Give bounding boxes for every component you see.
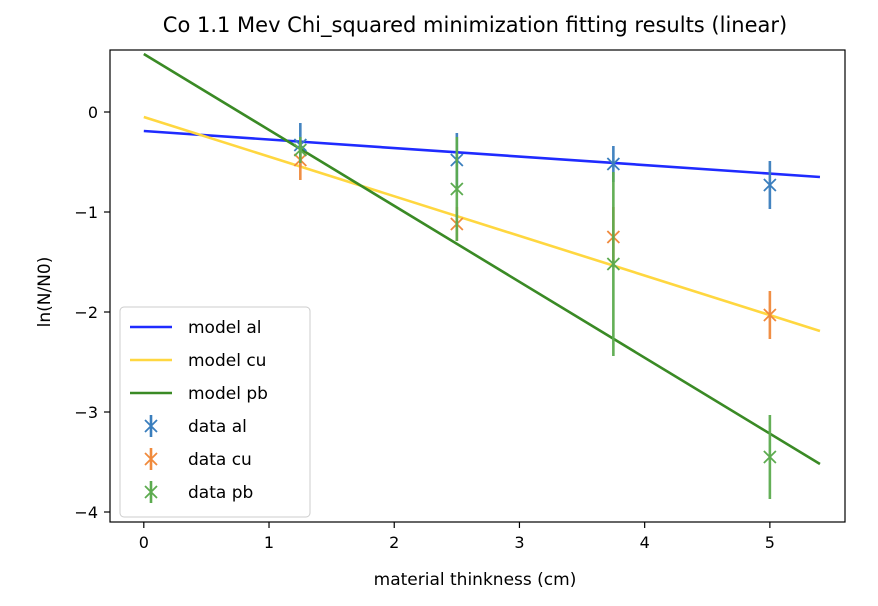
point-data-al [763,178,777,192]
legend-label: model al [188,318,261,338]
marker-stroke [450,182,464,196]
x-tick-label: 4 [640,533,650,552]
point-data-pb [450,182,464,196]
legend: model al model cu model pb data al data cu da… [119,306,311,518]
legend-label: data al [188,417,247,437]
x-tick-label: 0 [139,533,149,552]
point-data-al [606,157,620,171]
marker-stroke [763,450,777,464]
x-tick-label: 3 [514,533,524,552]
axes: 0 1 2 3 4 5 0 −1 −2 −3 −4 [74,103,775,552]
legend-marker-stroke [144,452,158,466]
legend-marker-stroke [144,419,158,433]
point-data-cu [763,308,777,322]
legend-label: model pb [188,384,268,404]
y-tick-label: −2 [74,303,98,322]
marker-stroke [606,257,620,271]
point-data-pb [606,257,620,271]
x-axis-label: material thinkness (cm) [374,570,577,590]
legend-marker-stroke [144,485,158,499]
x-tick-label: 2 [389,533,399,552]
marker-stroke [763,178,777,192]
model-line-model-al [143,129,821,179]
model-line-model-pb [143,52,821,466]
point-data-pb [293,143,307,157]
marker-stroke [293,143,307,157]
y-tick-label: −1 [74,203,98,222]
y-tick-label: −4 [74,503,98,522]
plot-frame [109,49,846,523]
marker-stroke [606,157,620,171]
legend-label: data pb [188,483,253,503]
legend-label: data cu [188,450,252,470]
plot-marks [143,52,821,499]
model-line-model-cu [143,115,821,333]
x-tick-label: 5 [765,533,775,552]
y-axis-label: ln(N/N0) [35,257,55,328]
y-tick-label: −3 [74,403,98,422]
point-data-pb [763,450,777,464]
x-tick-label: 1 [264,533,274,552]
y-tick-label: 0 [88,103,98,122]
legend-label: model cu [188,351,266,371]
marker-stroke [763,308,777,322]
chart-title: Co 1.1 Mev Chi_squared minimization fitt… [163,13,787,38]
